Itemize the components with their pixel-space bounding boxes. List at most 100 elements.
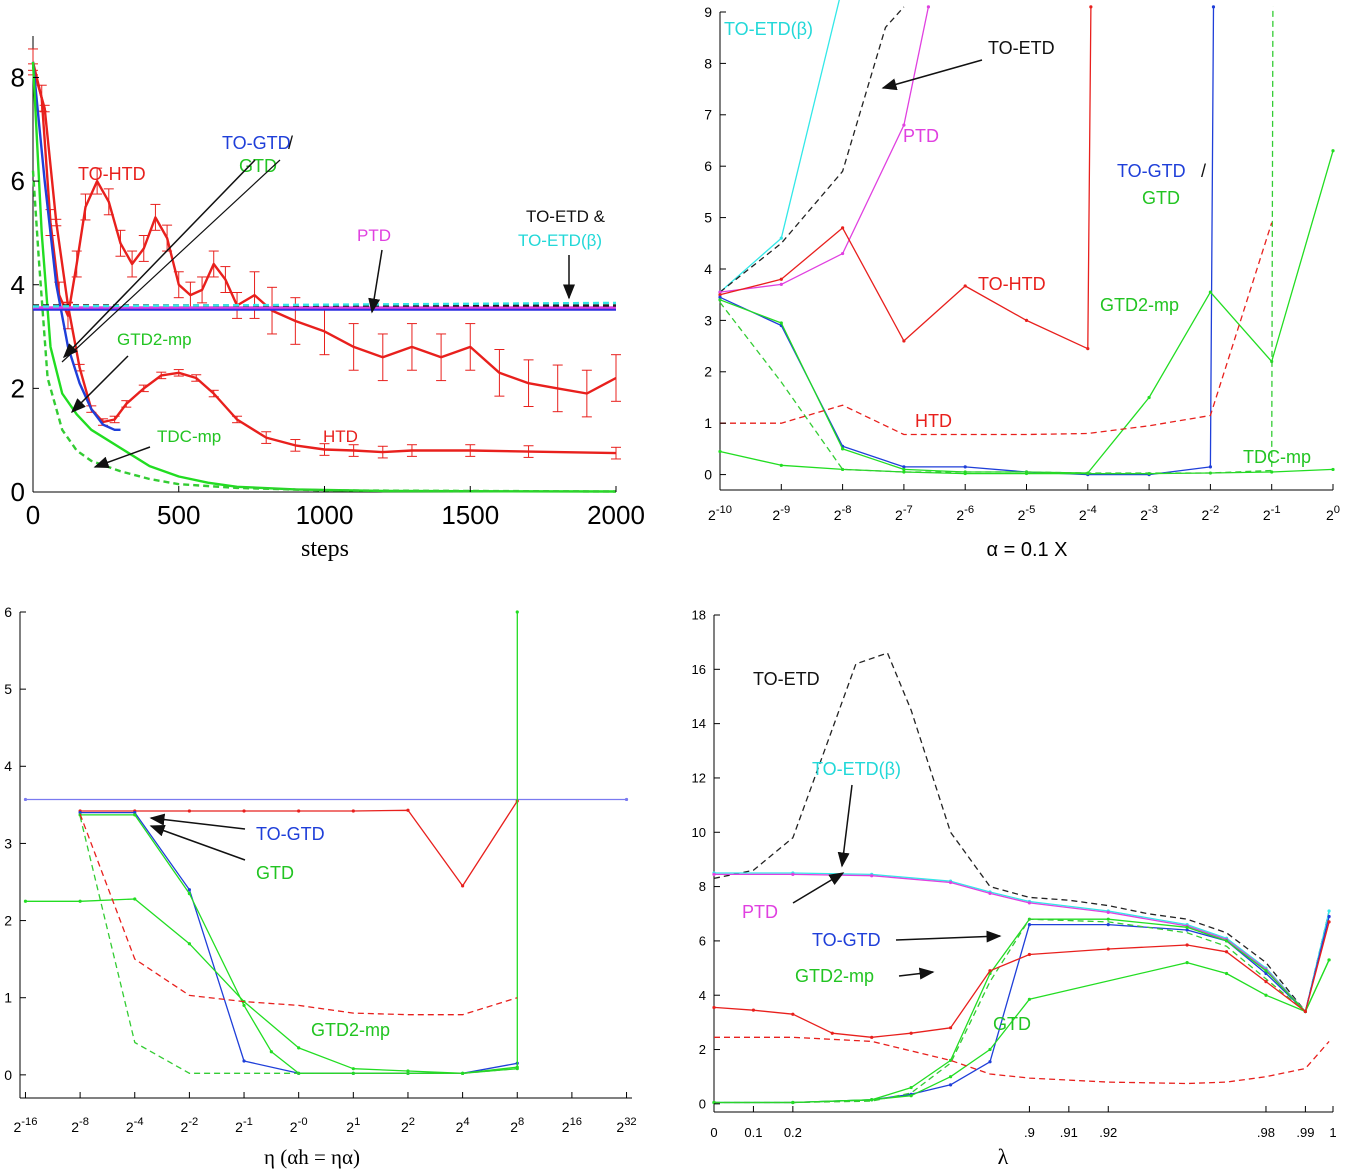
p2-series-point [841, 226, 845, 230]
p4-arrow-to-etd-beta [837, 784, 853, 868]
p2-label-htd: HTD [915, 411, 952, 431]
p4-arrow-to-gtd [895, 930, 1002, 943]
p4-series-point [1327, 920, 1331, 924]
panel-4: 0 0.1 0.2 .9 .91 .92 .98 .99 1 0 2 4 6 8 10 12 14 16 18 λ [692, 608, 1337, 1169]
p3-series-point [242, 1059, 246, 1063]
p4-label-to-etd-beta: TO-ETD(β) [812, 759, 901, 779]
p4-series-point [1224, 971, 1229, 976]
p2-series-point [1211, 5, 1216, 9]
p3-xtick-label: 2-0 [290, 1116, 308, 1135]
p1-xtick-label: 0 [26, 500, 40, 530]
p2-series-point [963, 284, 967, 288]
p3-xtick-label: 2-16 [13, 1116, 37, 1135]
p2-series-point [841, 251, 845, 256]
p2-series-point [779, 236, 783, 240]
p3-ytick-label: 4 [4, 758, 12, 774]
p2-label-ptd: PTD [903, 126, 939, 146]
p4-series-point [1327, 909, 1331, 913]
p4-series-point [909, 1085, 913, 1090]
p3-series-point [78, 810, 82, 815]
p2-series-point [902, 465, 906, 469]
p2-series-point [718, 449, 722, 454]
p4-series-point [1224, 939, 1229, 943]
p3-series-line [80, 811, 518, 1074]
p4-series-point [1185, 943, 1189, 947]
p1-series-line [31, 61, 121, 431]
p3-series-point [297, 809, 301, 813]
p1-xtick-label: 2000 [587, 500, 645, 530]
p3-xtick-label: 216 [562, 1116, 582, 1135]
p1-xtick-label: 1500 [441, 500, 499, 530]
p4-series-point [751, 1008, 756, 1012]
p4-xtick-label: .91 [1060, 1125, 1078, 1140]
p3-arrow-gtd [149, 824, 246, 861]
p4-ytick-label: 4 [699, 988, 706, 1003]
p2-label-gtd2-mp: GTD2-mp [1100, 295, 1179, 315]
p4-series-point [1185, 928, 1189, 932]
p2-series-line [720, 222, 1273, 436]
p1-xtick-label: 1000 [296, 500, 354, 530]
p3-xtick-label: 232 [616, 1116, 636, 1135]
p4-series-point [1106, 910, 1110, 914]
p4-series-point [948, 1058, 953, 1062]
p4-arrow-ptd [792, 872, 845, 904]
p4-label-to-gtd: TO-GTD [812, 930, 881, 950]
p3-series-point [351, 809, 355, 813]
p2-series-point [718, 293, 722, 297]
p1-label-tdc-mp: TDC-mp [157, 427, 221, 446]
p2-ytick-label: 1 [704, 415, 712, 431]
p4-xtick-label: 0.1 [744, 1125, 762, 1140]
p4-series-point [988, 891, 992, 895]
p4-xtick-label: 0 [710, 1125, 717, 1140]
p2-ytick-label: 8 [704, 55, 712, 71]
p1-label-to-htd: TO-HTD [78, 164, 146, 184]
p4-series-point [1027, 901, 1032, 905]
p4-series-point [909, 1094, 913, 1098]
p4-series-point [1106, 923, 1110, 927]
p2-xtick-label: 2-1 [1263, 504, 1281, 523]
p3-series-point [406, 1069, 410, 1073]
p2-series-point [902, 123, 906, 127]
p3-xtick-label: 22 [401, 1116, 415, 1135]
p4-series-point [1327, 958, 1331, 962]
p4-series-line [714, 959, 1330, 1104]
p2-ytick-label: 3 [704, 312, 712, 328]
p1-arrow-tdc-mp [93, 446, 151, 469]
p3-series-point [133, 897, 137, 901]
p2-series-point [779, 277, 783, 281]
p2-xlabel: α = 0.1 X [986, 539, 1067, 561]
p4-ytick-label: 6 [699, 933, 706, 948]
p2-series-line [719, 450, 1334, 475]
p3-series-point [187, 891, 191, 896]
p3-series-point [23, 899, 28, 903]
panel-1: 0 500 1000 1500 2000 0 2 4 6 8 steps [11, 36, 645, 562]
p2-xtick-label: 2-6 [956, 504, 974, 523]
p2-ytick-label: 0 [704, 466, 712, 482]
p2-series-point [926, 5, 931, 9]
p4-xtick-label: 0.2 [784, 1125, 802, 1140]
p4-annotations: TO-ETD TO-ETD(β) PTD TO-GTD GTD2-mp GTD [742, 669, 1031, 1034]
p1-label-to-gtd: TO-GTD [222, 133, 291, 153]
p3-series-point [187, 888, 191, 892]
p4-ytick-label: 12 [692, 771, 706, 786]
p2-series-point [1024, 318, 1029, 322]
p2-series-point [1086, 347, 1090, 351]
p3-ytick-label: 1 [4, 990, 12, 1006]
p4-series-point [870, 1098, 874, 1102]
p4-arrow-gtd2-mp [898, 967, 935, 980]
p3-label-gtd2-mp: GTD2-mp [311, 1020, 390, 1040]
p2-ytick-label: 6 [704, 158, 712, 174]
p2-label-slash: / [1201, 161, 1206, 181]
p3-series-point [23, 797, 28, 802]
p2-xtick-label: 2-4 [1079, 504, 1097, 523]
p2-series-point [902, 470, 906, 474]
p2-series-point [779, 463, 783, 467]
p2-xtick-label: 2-7 [895, 504, 913, 523]
p3-series-line [79, 816, 518, 1074]
p1-arrow-to-gtd-2 [61, 159, 281, 363]
p1-ytick-label: 6 [11, 166, 25, 196]
p4-series-point [870, 874, 874, 878]
p1-ytick-label: 0 [11, 477, 25, 507]
p3-series-point [269, 1050, 273, 1054]
